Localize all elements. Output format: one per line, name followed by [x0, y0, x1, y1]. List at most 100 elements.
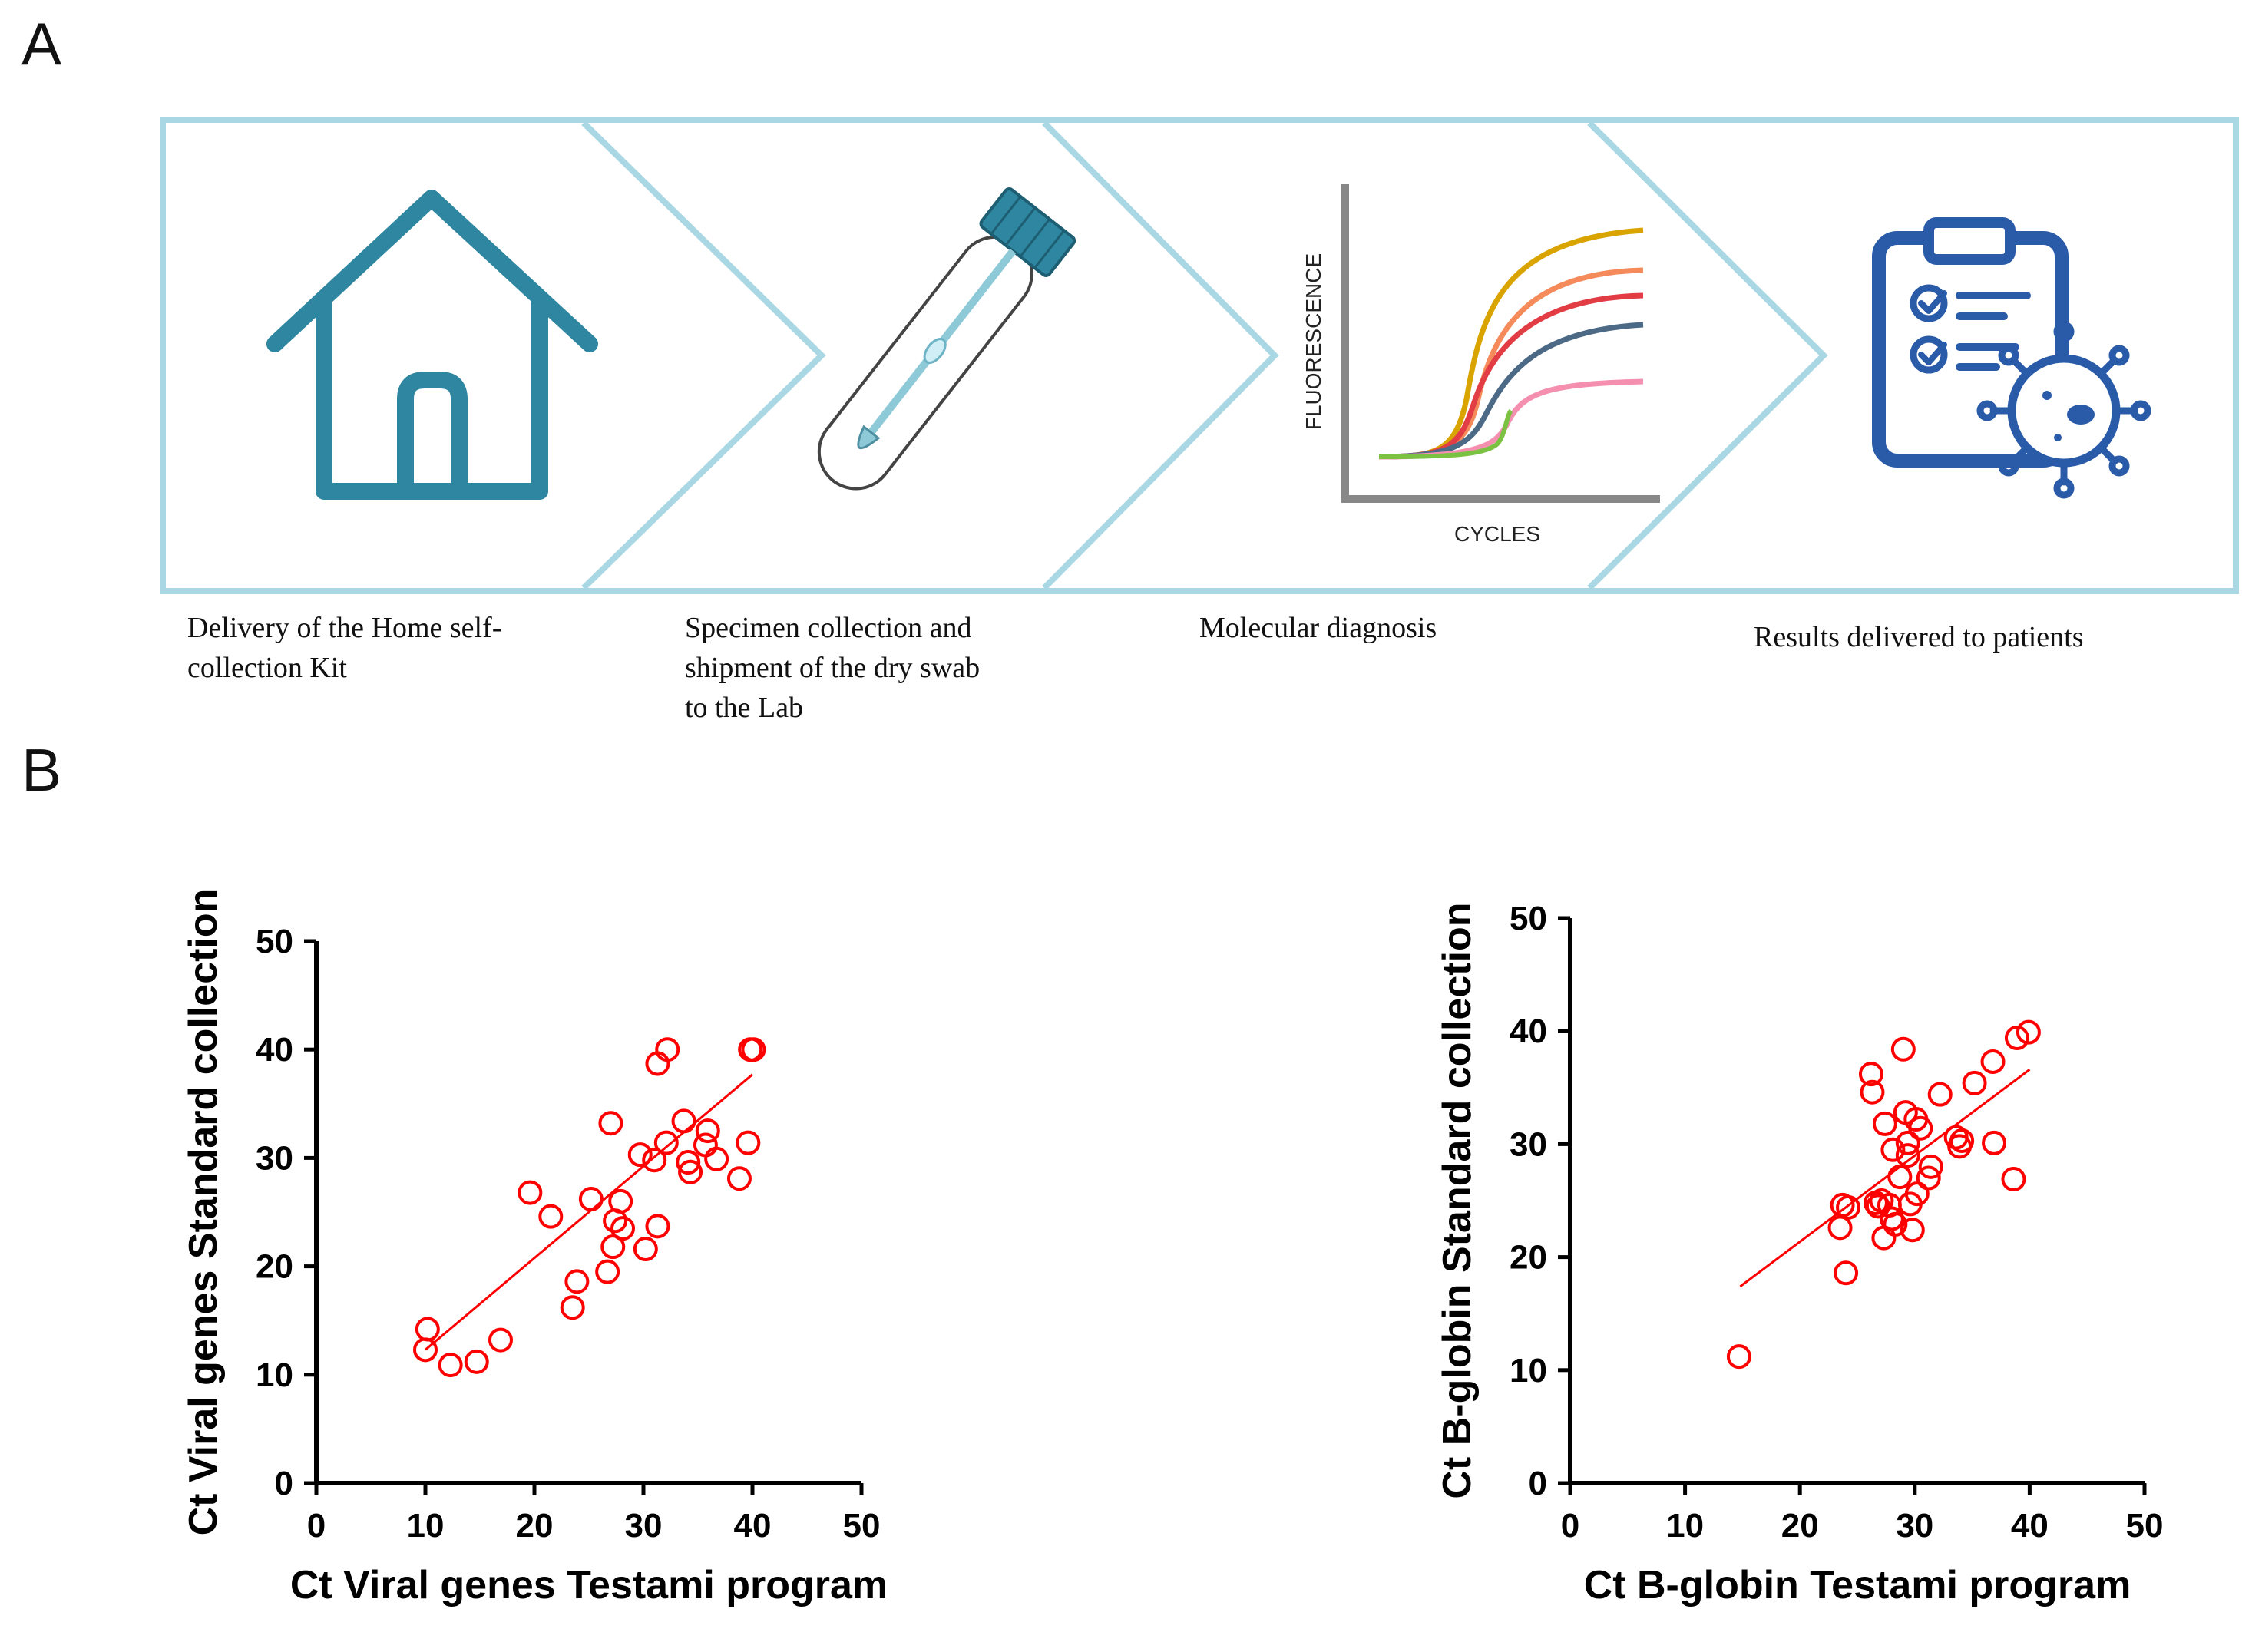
chart2-data-point — [1887, 1165, 1913, 1190]
chart2-data-point — [1827, 1215, 1853, 1241]
chart2-data-point — [1895, 1130, 1920, 1155]
chart1-x-tick-label: 40 — [734, 1507, 772, 1545]
swab-tube-icon — [817, 187, 1076, 491]
chart2-y-tick-label: 40 — [1510, 1013, 1547, 1050]
chart1-y-tick-label: 20 — [256, 1248, 293, 1286]
chart2-regression-line — [1739, 1069, 2031, 1288]
chart2-y-tick-label: 20 — [1510, 1239, 1547, 1277]
chart2-data-point — [1895, 1143, 1920, 1168]
workflow-frame — [160, 117, 2239, 594]
chart1-x-tick-label: 10 — [407, 1507, 445, 1545]
chart2-data-point — [1900, 1218, 1925, 1243]
chart1-data-point — [595, 1259, 620, 1284]
chart2-data-point — [1880, 1137, 1906, 1162]
chart1-data-point — [600, 1234, 626, 1260]
chart1-data-point — [564, 1269, 590, 1294]
chart1-x-tick-label: 20 — [516, 1507, 554, 1545]
chart1-data-point — [488, 1327, 513, 1353]
chart1-x-axis-title: Ct Viral genes Testami program — [290, 1563, 888, 1607]
chart2-data-point — [1858, 1062, 1883, 1087]
chart2-data-point — [1890, 1036, 1916, 1062]
chart1-y-tick-label: 50 — [256, 923, 293, 960]
chart2-data-point — [1962, 1070, 1987, 1095]
chart1-data-point — [438, 1353, 463, 1378]
chart2-y-tick-label: 0 — [1529, 1465, 1547, 1502]
chart1-data-point — [610, 1216, 636, 1241]
chart2-x-tick-label: 10 — [1666, 1507, 1704, 1545]
chart2-x-tick-label: 0 — [1561, 1507, 1579, 1545]
chart2-data-point — [1918, 1154, 1943, 1179]
chart2-y-tick-label: 50 — [1510, 900, 1547, 937]
chart1-data-point — [653, 1130, 679, 1155]
chart1-data-point — [608, 1188, 633, 1214]
chart2-data-point — [1980, 1049, 2006, 1074]
chart1-data-point — [538, 1204, 564, 1229]
chart1-data-point — [736, 1130, 761, 1155]
step-caption-3: Molecular diagnosis — [1199, 612, 1437, 644]
chart1-y-tick-label: 40 — [256, 1031, 293, 1069]
chart1-data-point — [645, 1214, 670, 1239]
chart1-regression-line — [425, 1073, 753, 1351]
chart2-x-tick-label: 20 — [1781, 1507, 1819, 1545]
chart2-data-point — [1872, 1111, 1897, 1136]
chart1-data-point — [642, 1148, 667, 1173]
chart2-data-point — [2016, 1019, 2041, 1045]
chart2-x-tick-label: 40 — [2011, 1507, 2049, 1545]
chart1-data-point — [671, 1108, 696, 1134]
chart2-data-point — [1836, 1194, 1861, 1220]
chart2-x-tick-label: 50 — [2126, 1507, 2164, 1545]
chart1-x-tick-label: 50 — [843, 1507, 881, 1545]
chart1-y-tick-label: 30 — [256, 1139, 293, 1177]
workflow-diagram: FLUORESCENCE CYCLES — [160, 117, 2239, 594]
chart1-data-point — [741, 1037, 766, 1062]
chart2-y-tick-label: 30 — [1510, 1125, 1547, 1163]
chart2-data-point — [1726, 1344, 1751, 1370]
chart1-data-point — [695, 1118, 720, 1144]
panel-label-a: A — [21, 10, 62, 78]
chart2-y-tick-label: 10 — [1510, 1352, 1547, 1389]
pcr-xlabel: CYCLES — [1454, 522, 1540, 546]
chart1-data-point — [578, 1187, 604, 1212]
panel-label-b: B — [21, 736, 62, 804]
chart1-data-point — [518, 1180, 543, 1205]
chart1-x-tick-label: 0 — [307, 1507, 326, 1545]
chart2-data-point — [2004, 1026, 2029, 1051]
chart1-data-point — [655, 1037, 680, 1062]
pcr-curve-icon: FLUORESCENCE CYCLES — [1301, 184, 1660, 546]
chart2-data-point — [1949, 1128, 1975, 1153]
chart1-y-axis-title: Ct Viral genes Standard collection — [181, 889, 226, 1536]
chart1-data-point — [413, 1337, 438, 1363]
chart2-data-point — [1982, 1130, 2007, 1155]
step-caption-4: Results delivered to patients — [1754, 621, 2084, 653]
chart1-data-point — [598, 1111, 623, 1136]
chart1-x-tick-label: 30 — [625, 1507, 663, 1545]
chart1-data-point — [676, 1150, 701, 1175]
chart2-y-axis-title: Ct B-globin Standard collection — [1435, 902, 1480, 1498]
chart1-data-point — [678, 1159, 703, 1184]
house-icon — [266, 190, 598, 500]
chart1-data-point — [627, 1142, 653, 1168]
chart2-data-point — [1834, 1260, 1859, 1286]
clipboard-virus-icon — [1872, 217, 2151, 499]
step-caption-2: Specimen collection and shipment of the … — [685, 612, 981, 724]
pcr-ylabel: FLUORESCENCE — [1301, 253, 1325, 430]
chevron-3 — [1587, 121, 1828, 590]
chevron-2 — [1042, 121, 1279, 590]
chart2-data-point — [2001, 1167, 2026, 1192]
chart1-data-point — [704, 1146, 729, 1171]
chart2-data-point — [1904, 1181, 1930, 1207]
step-caption-1: Delivery of the Home self- collection Ki… — [187, 612, 502, 684]
chart1-y-tick-label: 0 — [275, 1465, 293, 1502]
chart1-data-point — [726, 1166, 752, 1191]
chart2-data-point — [1908, 1115, 1933, 1141]
chart1-data-point — [464, 1349, 489, 1374]
chart2-data-point — [1916, 1165, 1941, 1191]
chart2-data-point — [1883, 1211, 1908, 1237]
chart1-data-point — [633, 1237, 658, 1262]
chart2-data-point — [1860, 1079, 1885, 1105]
chart1-y-tick-label: 10 — [256, 1356, 293, 1394]
chart1-data-point — [560, 1295, 585, 1320]
chart2-x-axis-title: Ct B-globin Testami program — [1584, 1563, 2131, 1607]
